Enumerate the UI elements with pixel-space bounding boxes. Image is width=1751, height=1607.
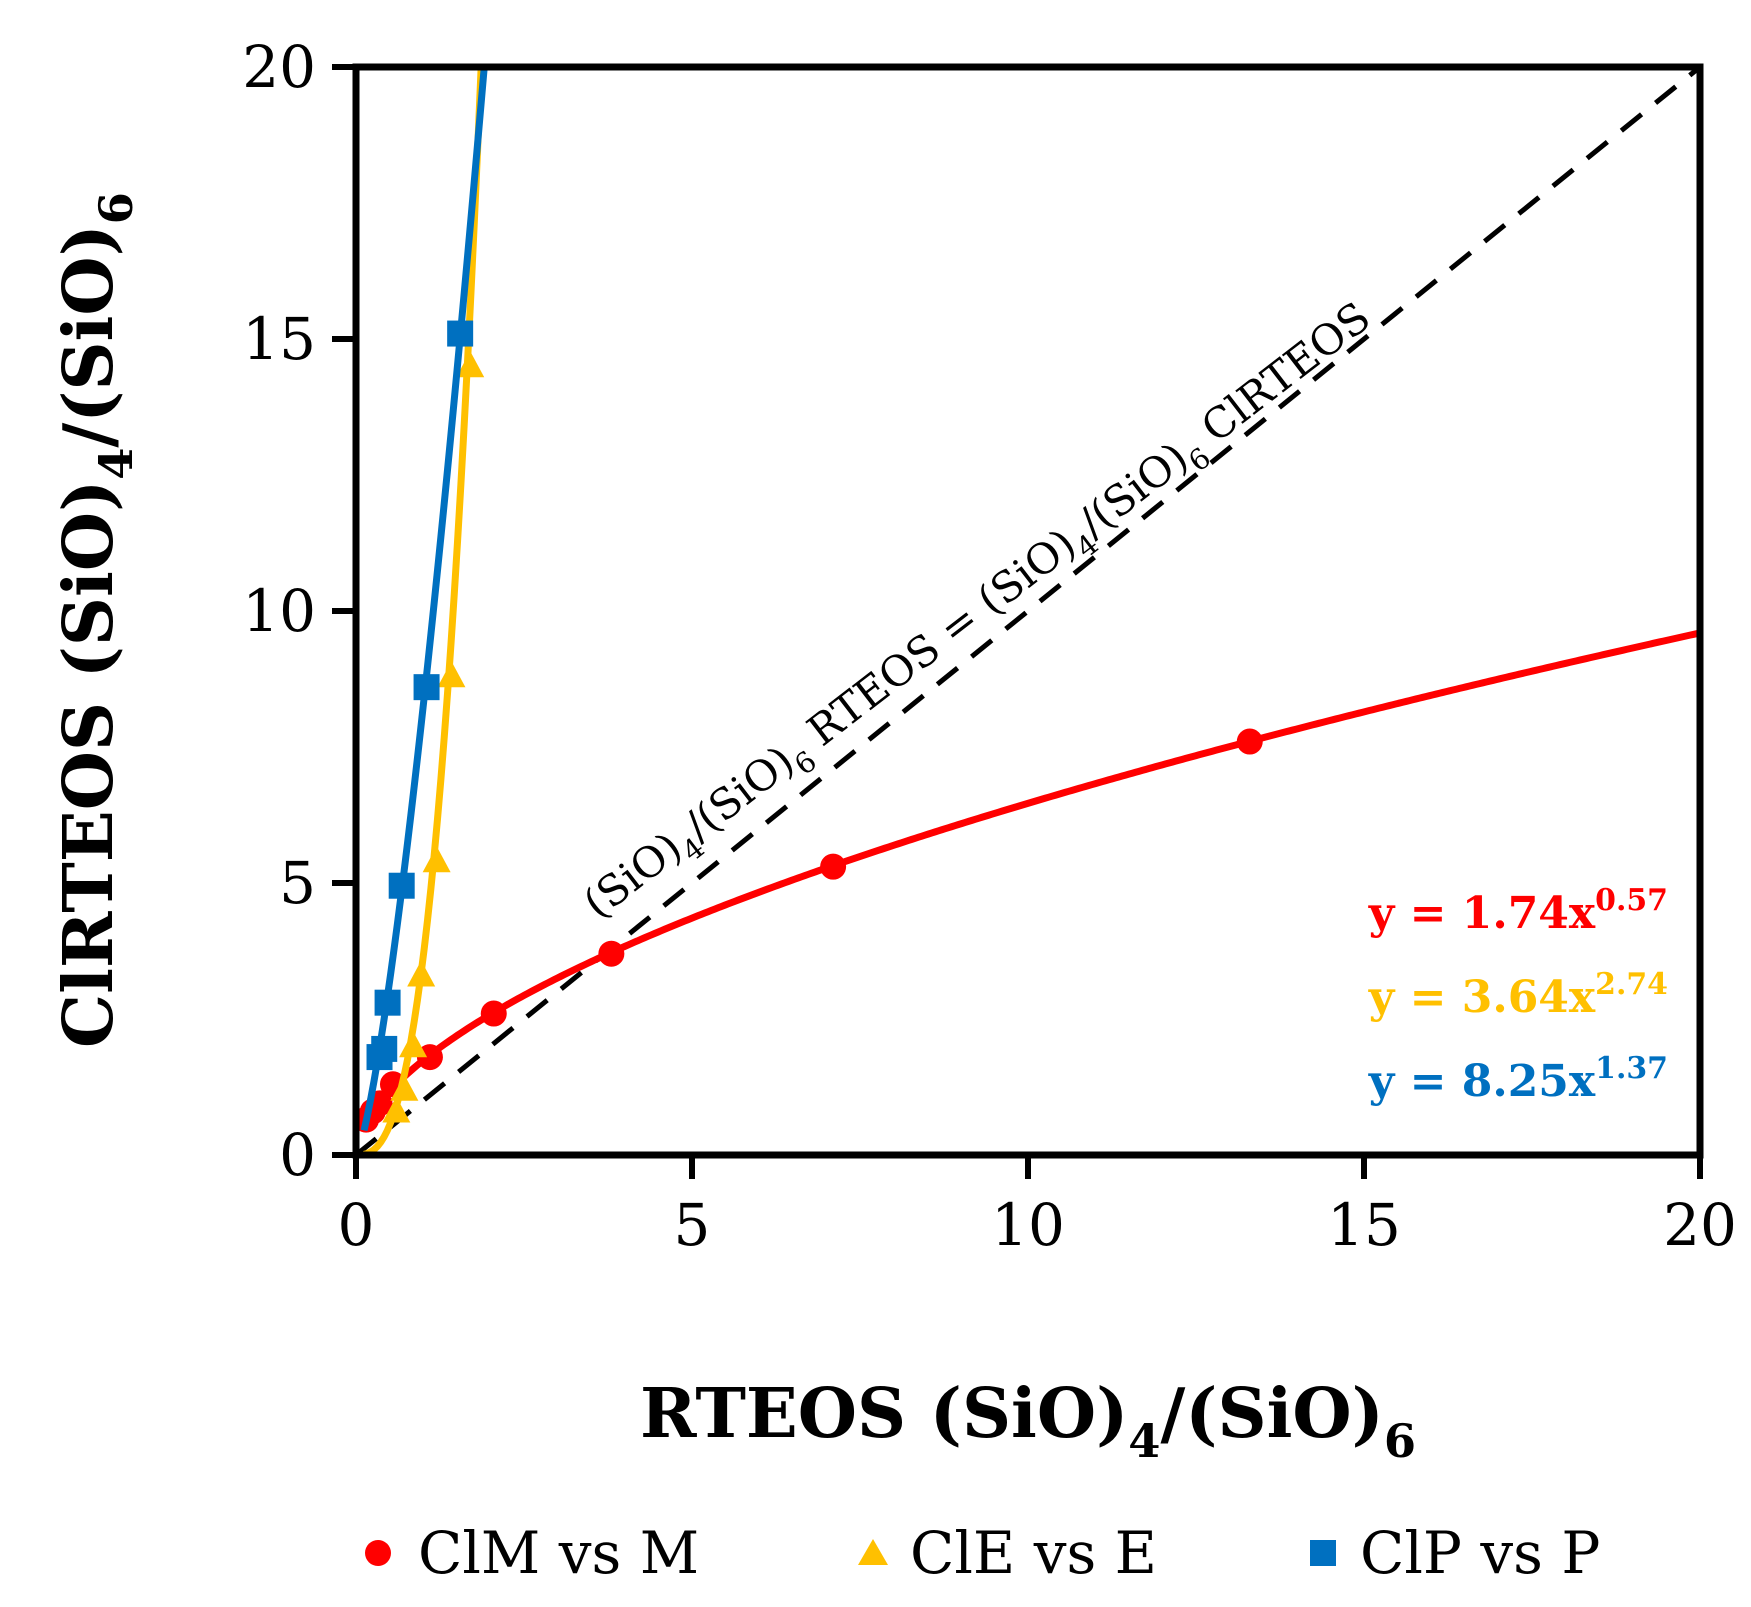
x-tick-label: 5 xyxy=(674,1191,711,1259)
y-tick-label: 15 xyxy=(242,305,316,373)
point-cle-6 xyxy=(456,351,485,378)
legend-label-cle: ClE vs E xyxy=(910,1519,1157,1587)
point-clm-5 xyxy=(480,1000,507,1027)
fit-curve-clm xyxy=(360,629,1700,1129)
point-clm-7 xyxy=(820,853,847,880)
equation-clp: y = 8.25x1.37 xyxy=(1368,1051,1668,1107)
point-clm-6 xyxy=(598,940,625,967)
y-axis-title: ClRTEOS (SiO)4/(SiO)6 xyxy=(49,192,143,1048)
series-cle xyxy=(363,67,485,1155)
reference-line xyxy=(354,65,1702,1157)
equation-cle: y = 3.64x2.74 xyxy=(1368,967,1668,1023)
legend-marker-cle xyxy=(858,1539,888,1565)
point-clp-1 xyxy=(371,1035,398,1062)
y-tick-label: 10 xyxy=(242,577,316,645)
point-cle-1 xyxy=(390,1074,419,1101)
x-tick-label: 15 xyxy=(1327,1191,1401,1259)
equation-clm: y = 1.74x0.57 xyxy=(1368,883,1668,939)
point-cle-2 xyxy=(399,1031,428,1058)
y-tick-label: 5 xyxy=(279,849,316,917)
x-axis-title: RTEOS (SiO)4/(SiO)6 xyxy=(640,1374,1416,1468)
point-clp-5 xyxy=(447,320,474,347)
legend: ClM vs M ClE vs E ClP vs P xyxy=(365,1519,1600,1587)
x-tick-label: 20 xyxy=(1663,1191,1737,1259)
point-clm-8 xyxy=(1236,728,1263,755)
point-cle-5 xyxy=(437,661,466,688)
series-layer xyxy=(356,67,1700,1155)
point-clp-2 xyxy=(374,989,401,1016)
series-clp xyxy=(360,67,488,1132)
legend-label-clp: ClP vs P xyxy=(1360,1519,1600,1587)
x-tick-label: 0 xyxy=(338,1191,375,1259)
fit-curve-clp xyxy=(360,67,488,1132)
y-tick-label: 20 xyxy=(242,33,316,101)
reference-line-label: (SiO)4/(SiO)6 RTEOS = (SiO)4/(SiO)6 ClRT… xyxy=(574,292,1385,935)
point-cle-3 xyxy=(407,960,436,987)
y-tick-label: 0 xyxy=(279,1121,316,1189)
point-cle-4 xyxy=(422,846,451,873)
axes xyxy=(332,63,1704,1179)
fit-curve-cle xyxy=(363,67,485,1155)
tick-labels: 0 5 10 15 20 0 5 10 15 20 xyxy=(242,33,1737,1259)
point-clp-3 xyxy=(388,872,415,899)
point-clp-4 xyxy=(413,674,440,701)
legend-marker-clm xyxy=(365,1540,391,1566)
point-cle-0 xyxy=(382,1096,411,1123)
x-tick-label: 10 xyxy=(991,1191,1065,1259)
legend-label-clm: ClM vs M xyxy=(418,1519,699,1587)
legend-marker-clp xyxy=(1310,1540,1336,1566)
